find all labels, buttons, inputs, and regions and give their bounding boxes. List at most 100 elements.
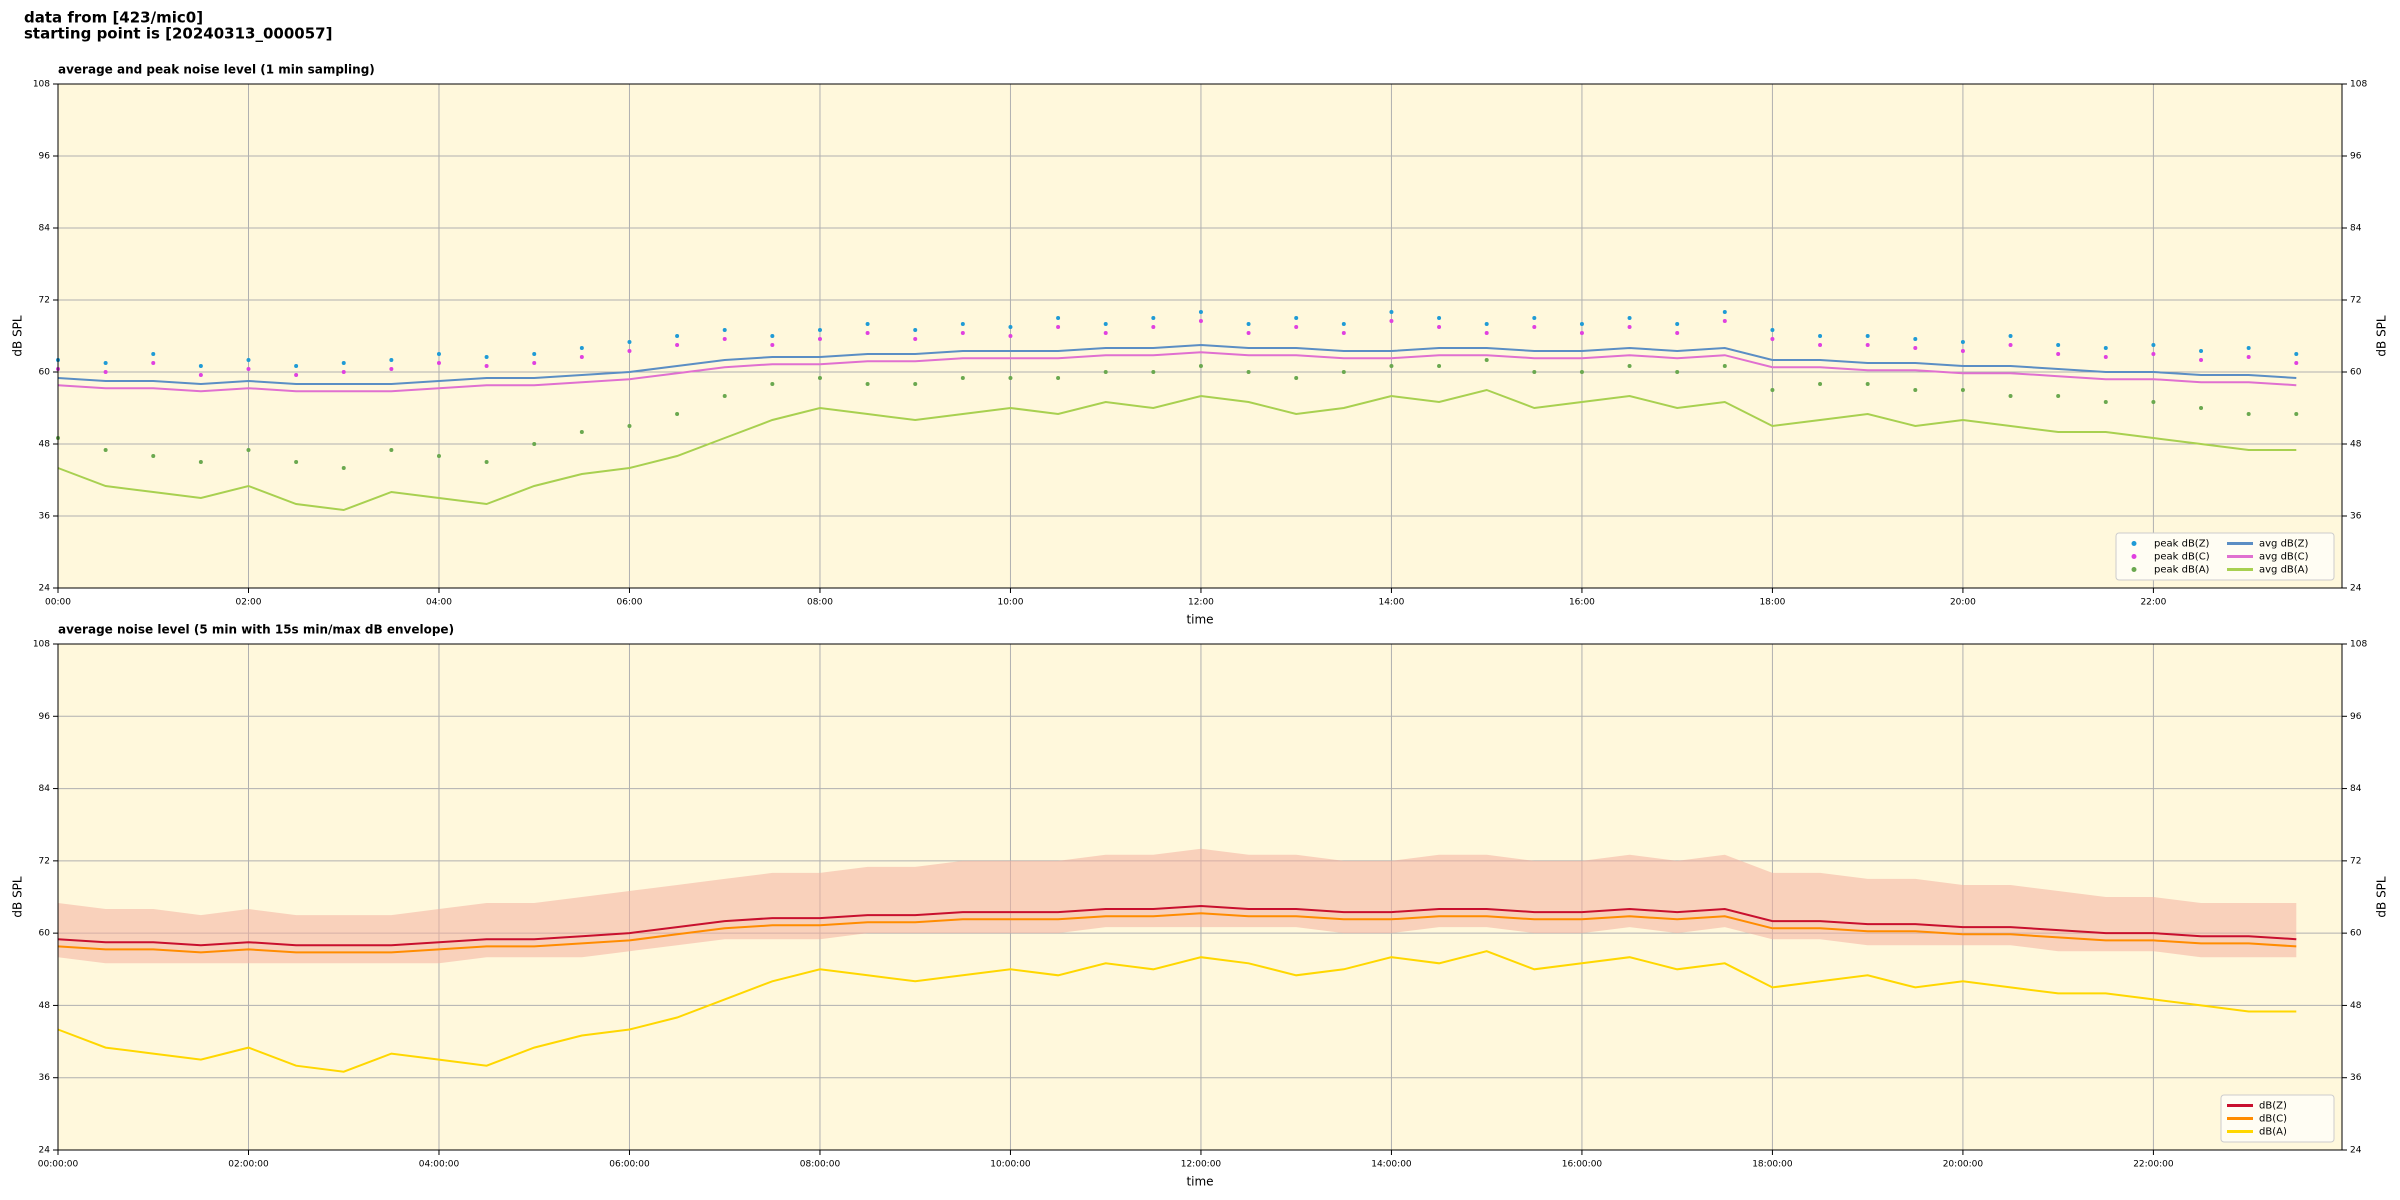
peak-point [2246, 346, 2251, 350]
y-tick-label: 96 [2350, 712, 2362, 722]
peak-point [246, 367, 251, 371]
peak-point [1722, 310, 1727, 314]
legend-box [2115, 532, 2335, 581]
peak-point [2008, 394, 2013, 398]
peak-point [1198, 364, 1203, 368]
peak-point [341, 361, 346, 365]
peak-point [1579, 331, 1584, 335]
peak-point [1103, 331, 1108, 335]
peak-point [1770, 388, 1775, 392]
peak-point [198, 460, 203, 464]
legend-marker [2131, 541, 2137, 546]
x-axis-label: time [1186, 1175, 1213, 1189]
peak-point [960, 322, 965, 326]
peak-point [1722, 319, 1727, 323]
peak-point [1484, 358, 1489, 362]
peak-point [484, 460, 489, 464]
peak-point [579, 430, 584, 434]
peak-point [675, 412, 680, 416]
series-line [57, 950, 2297, 1073]
y-tick-label: 108 [2350, 640, 2367, 650]
peak-point [436, 352, 441, 356]
peak-point [1389, 319, 1394, 323]
peak-point [1532, 316, 1537, 320]
peak-point [2056, 394, 2061, 398]
y-tick-label: 24 [39, 1146, 51, 1156]
y-axis-label: dB SPL [2375, 876, 2389, 918]
peak-point [960, 331, 965, 335]
y-tick-label: 72 [2350, 296, 2361, 306]
peak-point [1627, 364, 1632, 368]
peak-point [2294, 412, 2299, 416]
peak-point [1341, 370, 1346, 374]
legend-label: dB(A) [2259, 1127, 2287, 1138]
peak-point [865, 331, 870, 335]
x-tick-label: 20:00 [1950, 598, 1976, 608]
x-tick-label: 04:00 [426, 598, 452, 608]
x-axis-label: time [1186, 613, 1213, 627]
peak-point [627, 340, 632, 344]
peak-point [579, 355, 584, 359]
y-tick-label: 108 [33, 80, 50, 90]
peak-point [2151, 343, 2156, 347]
header-line: starting point is [20240313_000057] [24, 25, 332, 43]
peak-point [1627, 325, 1632, 329]
peak-point [1151, 370, 1156, 374]
y-tick-label: 96 [2350, 152, 2362, 162]
peak-point [1151, 325, 1156, 329]
y-tick-label: 36 [39, 512, 51, 522]
plot-frame [57, 83, 2343, 589]
y-axis-label: dB SPL [11, 315, 25, 357]
legend-label: avg dB(Z) [2259, 539, 2309, 550]
peak-point [532, 442, 537, 446]
peak-point [2103, 355, 2108, 359]
peak-point [1960, 349, 1965, 353]
peak-point [1865, 382, 1870, 386]
peak-point [1437, 325, 1442, 329]
peak-point [1294, 316, 1299, 320]
y-tick-label: 48 [39, 440, 51, 450]
peak-point [1437, 316, 1442, 320]
y-tick-label: 48 [2350, 1001, 2362, 1011]
x-tick-label: 06:00 [617, 598, 643, 608]
y-tick-label: 72 [39, 296, 50, 306]
peak-point [1627, 316, 1632, 320]
peak-point [1437, 364, 1442, 368]
legend-label: peak dB(Z) [2154, 539, 2210, 550]
legend-label: avg dB(A) [2259, 565, 2309, 576]
peak-point [484, 364, 489, 368]
x-tick-label: 14:00 [1378, 598, 1404, 608]
peak-point [1960, 388, 1965, 392]
peak-point [2246, 412, 2251, 416]
x-tick-label: 00:00:00 [38, 1160, 79, 1170]
peak-point [770, 343, 775, 347]
peak-point [1294, 376, 1299, 380]
peak-point [246, 358, 251, 362]
peak-point [1341, 331, 1346, 335]
peak-point [722, 394, 727, 398]
peak-point [627, 424, 632, 428]
peak-point [2056, 352, 2061, 356]
peak-point [389, 358, 394, 362]
peak-point [1056, 316, 1061, 320]
peak-point [722, 337, 727, 341]
peak-point [1103, 370, 1108, 374]
y-axis-label: dB SPL [11, 876, 25, 918]
peak-point [103, 370, 108, 374]
peak-point [913, 328, 918, 332]
peak-point [341, 370, 346, 374]
peak-point [198, 364, 203, 368]
series-line [57, 351, 2297, 393]
x-tick-label: 02:00:00 [228, 1160, 269, 1170]
peak-point [151, 454, 156, 458]
legend-label: peak dB(A) [2154, 565, 2210, 576]
peak-point [294, 373, 299, 377]
legend-label: peak dB(C) [2154, 552, 2210, 563]
peak-point [1008, 376, 1013, 380]
y-tick-label: 108 [2350, 80, 2367, 90]
legend-label: avg dB(C) [2259, 552, 2309, 563]
y-tick-label: 60 [2350, 929, 2362, 939]
peak-point [198, 373, 203, 377]
peak-point [2294, 361, 2299, 365]
